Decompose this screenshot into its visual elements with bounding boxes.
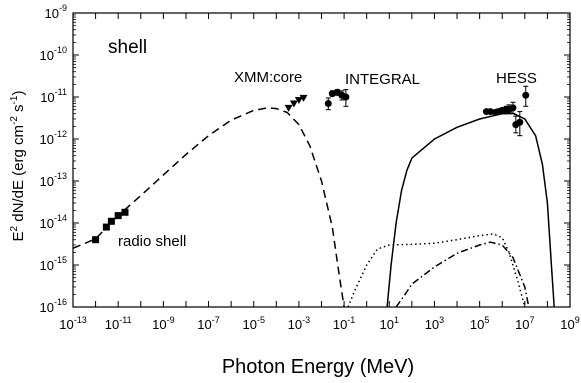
data-point-triangle: [299, 94, 308, 102]
y-tick-label: 10-11: [40, 87, 67, 105]
x-tick-label: 10-11: [105, 315, 132, 332]
model-curve-dotted: [347, 233, 526, 307]
axis-ticks: [72, 12, 571, 308]
x-tick-label: 10-7: [197, 315, 219, 332]
plot-marks: [73, 85, 555, 307]
data-point-square: [121, 208, 129, 216]
annotation-xmm-core: XMM:core: [234, 69, 302, 86]
model-curve-solid: [386, 112, 555, 307]
x-tick-label: 10-5: [242, 315, 264, 332]
x-tick-label: 107: [515, 315, 534, 332]
y-tick-label: 10-9: [45, 3, 67, 21]
data-point-square: [92, 236, 100, 244]
tick-labels: 10-13 10-11 10-9 10-7 10-5 10-3 10-1 101 103 105 1…: [40, 3, 580, 332]
data-point-square: [107, 217, 115, 225]
data-point-circle: [509, 104, 517, 112]
data-point-triangle: [284, 104, 293, 112]
data-point-triangle: [289, 100, 298, 108]
x-tick-label: 10-1: [333, 315, 355, 332]
y-tick-label: 10-15: [40, 255, 67, 273]
x-tick-label: 103: [425, 315, 444, 332]
y-tick-label: 10-13: [40, 171, 67, 189]
data-point-circle: [522, 91, 530, 99]
y-tick-label: 10-10: [40, 45, 67, 63]
y-tick-label: 10-16: [40, 297, 67, 315]
x-axis-label: Photon Energy (MeV): [222, 356, 414, 378]
annotation-hess: HESS: [496, 70, 537, 87]
panel-label: shell: [108, 37, 147, 58]
data-point-circle: [342, 93, 350, 101]
x-tick-label: 10-13: [59, 315, 86, 332]
x-tick-label: 109: [560, 315, 579, 332]
plot-frame: [72, 12, 571, 308]
x-tick-label: 10-9: [152, 315, 174, 332]
x-tick-label: 105: [470, 315, 489, 332]
x-tick-label: 101: [380, 315, 399, 332]
y-axis-label: E2 dN/dE (erg cm-2 s-1): [9, 91, 27, 242]
model-curve-dashdot: [395, 241, 530, 307]
annotation-radio-shell: radio shell: [118, 233, 186, 250]
data-point-circle: [324, 100, 332, 108]
y-tick-label: 10-14: [40, 213, 67, 231]
annotation-integral: INTEGRAL: [345, 71, 420, 88]
model-curve-dashed: [73, 107, 345, 307]
x-tick-label: 10-3: [288, 315, 310, 332]
data-point-circle: [516, 118, 524, 126]
y-tick-label: 10-12: [40, 129, 67, 147]
data-point-triangle: [294, 96, 303, 104]
